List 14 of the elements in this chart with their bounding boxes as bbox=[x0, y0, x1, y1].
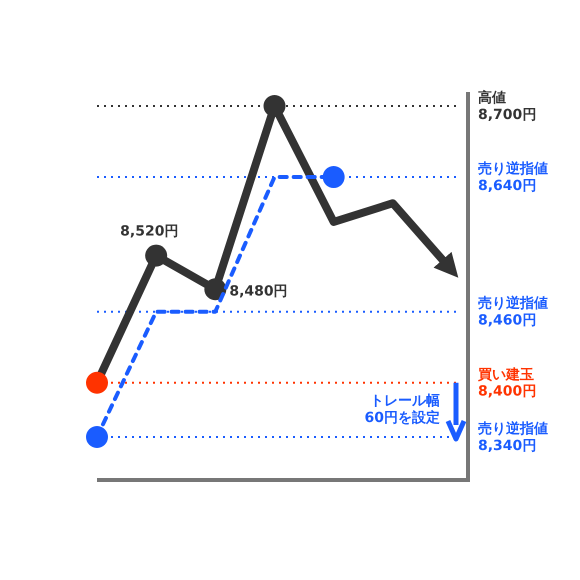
point bbox=[86, 426, 108, 448]
ref-line-label: 売り逆指値 8,340円 bbox=[478, 420, 548, 454]
ref-line-label: 売り逆指値 8,640円 bbox=[478, 160, 548, 194]
ref-line-label: 高値 8,700円 bbox=[478, 89, 536, 123]
ref-line-label: 売り逆指値 8,460円 bbox=[478, 294, 548, 328]
point bbox=[86, 372, 108, 394]
ref-line-label: 買い建玉 8,400円 bbox=[477, 366, 536, 400]
point bbox=[204, 278, 226, 300]
annotation: 8,480円 bbox=[229, 283, 288, 300]
annotation: 8,520円 bbox=[120, 224, 178, 240]
point bbox=[322, 166, 345, 188]
annotation: トレール幅 60円を設定 bbox=[364, 393, 440, 426]
point bbox=[264, 95, 286, 117]
point bbox=[145, 244, 168, 267]
